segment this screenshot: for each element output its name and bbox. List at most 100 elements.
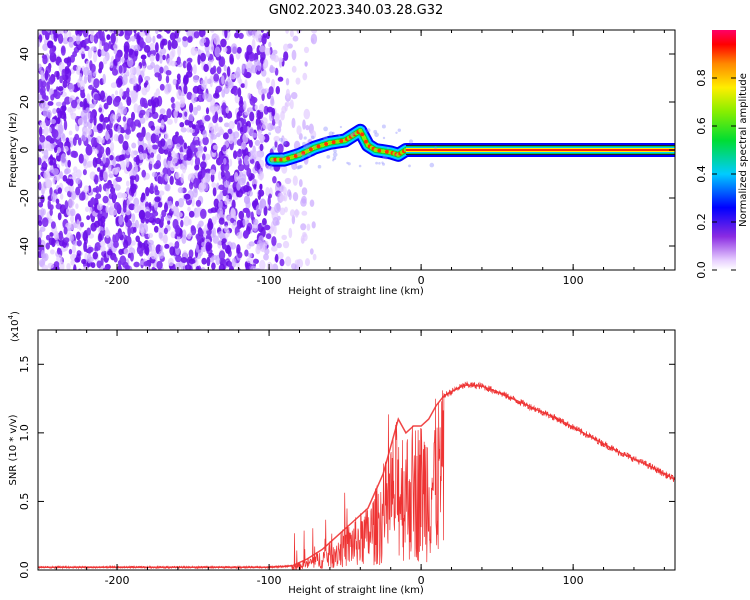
noise-blob bbox=[83, 185, 90, 194]
noise-blob bbox=[274, 113, 280, 125]
noise-blob bbox=[155, 134, 160, 144]
noise-blob bbox=[64, 168, 69, 175]
noise-blob bbox=[226, 214, 232, 220]
noise-blob bbox=[48, 76, 55, 85]
noise-blob bbox=[42, 43, 48, 51]
track-haze bbox=[382, 155, 386, 159]
noise-blob bbox=[194, 210, 200, 218]
track-haze bbox=[271, 146, 276, 151]
noise-blob bbox=[80, 222, 84, 228]
spectrogram-ytick-label: 0 bbox=[18, 147, 31, 154]
noise-blob bbox=[100, 245, 106, 252]
noise-blob bbox=[268, 41, 272, 48]
noise-blob bbox=[184, 264, 192, 270]
noise-blob bbox=[212, 235, 219, 244]
noise-blob bbox=[271, 236, 277, 247]
signal-core bbox=[289, 155, 294, 160]
track-haze bbox=[382, 136, 386, 140]
noise-blob bbox=[312, 253, 317, 261]
noise-blob bbox=[104, 30, 109, 32]
noise-blob bbox=[220, 38, 227, 48]
noise-blob bbox=[176, 89, 182, 100]
noise-blob bbox=[263, 240, 269, 246]
noise-blob bbox=[133, 226, 137, 233]
noise-blob bbox=[113, 133, 119, 142]
noise-blob bbox=[68, 82, 75, 93]
noise-blob bbox=[129, 252, 134, 262]
noise-blob bbox=[38, 237, 42, 246]
noise-blob bbox=[100, 257, 104, 266]
noise-blob bbox=[59, 126, 63, 135]
noise-blob bbox=[52, 177, 56, 185]
noise-blob bbox=[147, 239, 154, 246]
noise-blob bbox=[175, 171, 180, 179]
noise-blob bbox=[38, 181, 42, 191]
noise-blob bbox=[106, 124, 111, 131]
noise-blob bbox=[171, 204, 175, 212]
noise-blob bbox=[76, 239, 82, 247]
noise-blob bbox=[41, 217, 49, 228]
noise-blob bbox=[92, 251, 99, 260]
noise-blob bbox=[200, 208, 207, 219]
noise-blob bbox=[270, 263, 274, 270]
noise-blob bbox=[150, 182, 154, 194]
noise-blob bbox=[63, 226, 68, 235]
noise-blob bbox=[60, 153, 67, 164]
noise-blob bbox=[183, 142, 188, 150]
signal-core bbox=[297, 152, 302, 157]
track-haze bbox=[347, 162, 351, 166]
noise-blob bbox=[229, 158, 233, 167]
noise-blob bbox=[289, 30, 294, 38]
noise-blob bbox=[42, 106, 49, 118]
noise-blob bbox=[57, 86, 64, 92]
noise-blob bbox=[105, 24, 109, 29]
noise-blob bbox=[244, 110, 249, 116]
noise-blob bbox=[187, 22, 190, 29]
noise-blob bbox=[66, 56, 72, 67]
noise-blob bbox=[188, 113, 194, 122]
noise-blob bbox=[248, 253, 253, 258]
noise-blob bbox=[242, 100, 247, 111]
noise-blob bbox=[229, 53, 234, 64]
noise-blob bbox=[138, 144, 144, 155]
noise-blob bbox=[105, 182, 111, 189]
signal-core bbox=[286, 156, 291, 161]
snr-xtick-label: 0 bbox=[418, 574, 425, 587]
noise-blob bbox=[253, 183, 257, 190]
noise-blob bbox=[106, 95, 113, 106]
noise-blob bbox=[176, 234, 181, 244]
noise-blob bbox=[227, 261, 233, 268]
track-haze bbox=[307, 153, 311, 157]
noise-blob bbox=[82, 30, 89, 38]
noise-blob bbox=[147, 137, 152, 145]
noise-blob bbox=[53, 261, 60, 269]
noise-blob bbox=[215, 85, 222, 93]
noise-blob bbox=[292, 175, 298, 186]
signal-core bbox=[373, 148, 378, 152]
noise-blob bbox=[133, 30, 137, 34]
track-haze bbox=[268, 132, 272, 136]
noise-blob bbox=[141, 169, 146, 178]
noise-blob bbox=[262, 121, 269, 130]
signal-core bbox=[305, 149, 310, 154]
noise-blob bbox=[189, 102, 194, 113]
noise-blob bbox=[254, 30, 262, 39]
noise-blob bbox=[256, 151, 262, 162]
track-haze bbox=[310, 135, 315, 140]
noise-blob bbox=[218, 200, 223, 210]
noise-blob bbox=[188, 210, 195, 218]
signal-core bbox=[327, 140, 332, 145]
noise-blob bbox=[71, 190, 77, 201]
noise-blob bbox=[295, 267, 299, 270]
noise-blob bbox=[186, 30, 193, 37]
noise-blob bbox=[45, 179, 52, 189]
noise-blob bbox=[304, 61, 308, 67]
noise-blob bbox=[129, 66, 135, 75]
noise-blob bbox=[230, 73, 237, 80]
noise-blob bbox=[102, 267, 110, 270]
noise-blob bbox=[118, 215, 124, 226]
track-haze bbox=[408, 139, 414, 144]
noise-blob bbox=[228, 135, 234, 145]
noise-blob bbox=[285, 256, 292, 267]
